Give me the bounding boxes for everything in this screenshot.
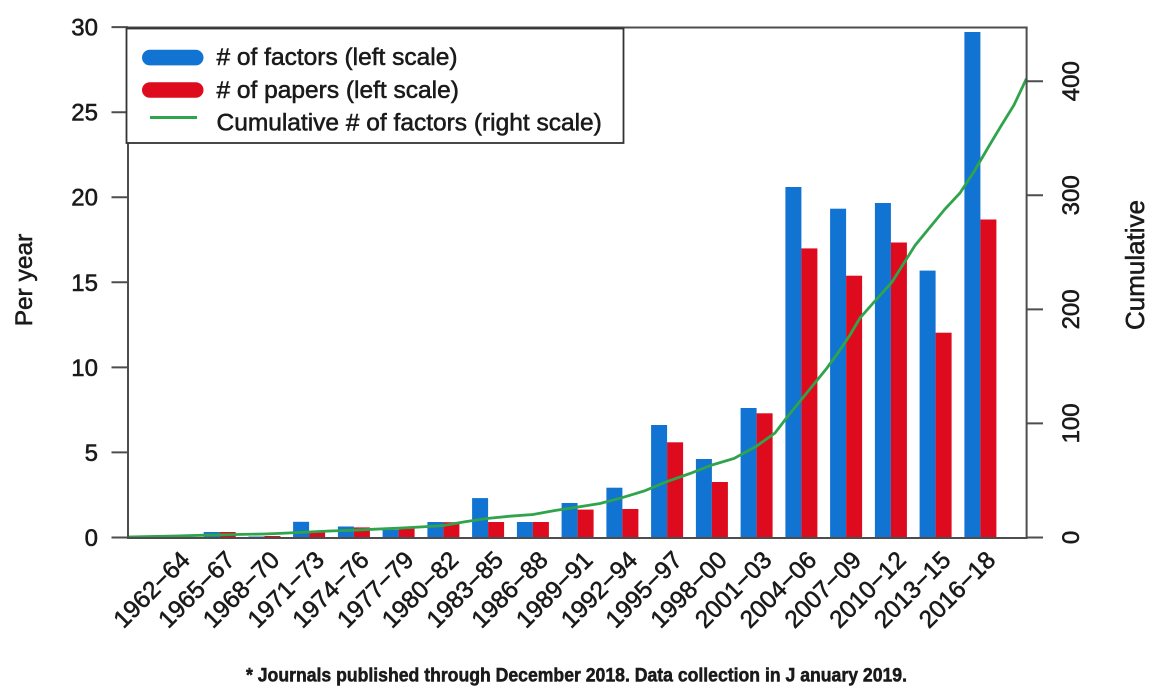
svg-text:300: 300: [1058, 175, 1085, 215]
svg-text:30: 30: [71, 15, 98, 42]
svg-text:0: 0: [85, 525, 98, 552]
svg-text:15: 15: [71, 270, 98, 297]
svg-text:5: 5: [85, 440, 98, 467]
svg-text:# of papers (left scale): # of papers (left scale): [217, 77, 459, 104]
svg-text:Cumulative: Cumulative: [1120, 200, 1150, 330]
svg-text:20: 20: [71, 185, 98, 212]
svg-text:0: 0: [1058, 531, 1085, 544]
svg-text:Cumulative # of factors (right: Cumulative # of factors (right scale): [217, 109, 602, 136]
svg-text:25: 25: [71, 100, 98, 127]
svg-text:Per year: Per year: [11, 234, 38, 327]
svg-text:# of factors (left scale): # of factors (left scale): [217, 44, 458, 71]
svg-text:100: 100: [1058, 403, 1085, 443]
svg-text:200: 200: [1058, 289, 1085, 329]
svg-text:400: 400: [1058, 61, 1085, 101]
svg-text:10: 10: [71, 355, 98, 382]
svg-text:* Journals published through D: * Journals published through December 20…: [246, 665, 907, 687]
